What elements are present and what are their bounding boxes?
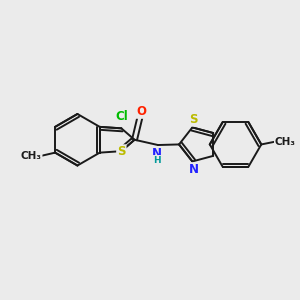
Text: Cl: Cl [116,110,128,123]
Text: S: S [117,145,126,158]
Text: S: S [189,113,198,126]
Text: N: N [188,163,199,176]
Text: H: H [153,156,160,165]
Text: O: O [136,105,147,118]
Text: CH₃: CH₃ [275,136,296,146]
Text: CH₃: CH₃ [21,151,42,161]
Text: N: N [152,147,161,160]
